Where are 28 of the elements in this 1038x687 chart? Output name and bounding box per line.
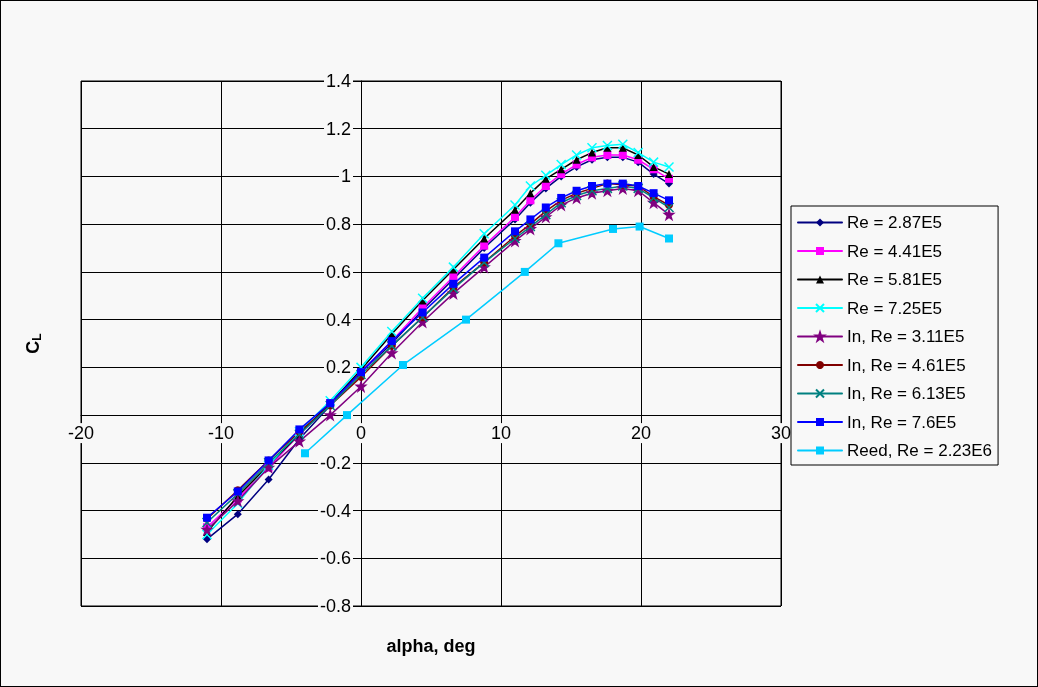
y-axis-title: CL	[23, 333, 44, 354]
y-tick-label: -0.4	[319, 500, 351, 521]
legend-label: Re = 2.87E5	[847, 213, 942, 232]
x-tick-label: 10	[490, 423, 512, 444]
legend-label: Re = 4.41E5	[847, 241, 942, 261]
x-tick-label: 30	[770, 423, 792, 444]
y-tick-label: 0.8	[325, 214, 351, 235]
legend-label: Re = 5.81E5	[847, 270, 942, 289]
y-tick-label: 0.2	[325, 357, 351, 378]
y-tick-label: 0.4	[325, 309, 351, 330]
x-tick-label: -10	[207, 423, 235, 444]
x-tick-label: 20	[630, 423, 652, 444]
x-tick-label: 0	[355, 423, 367, 444]
x-axis-title: alpha, deg	[386, 636, 476, 657]
y-tick-label: 1.4	[325, 71, 351, 91]
y-tick-label: -0.6	[319, 548, 351, 569]
y-tick-label: -0.2	[319, 452, 351, 473]
x-tick-label: -20	[67, 423, 95, 444]
legend-label: In, Re = 4.61E5	[847, 355, 966, 375]
legend-label: In, Re = 7.6E5	[847, 412, 957, 432]
legend-label: Reed, Re = 2.23E6	[847, 441, 993, 460]
y-tick-label: -0.8	[319, 596, 351, 616]
y-tick-label: 1.2	[325, 118, 351, 139]
y-tick-label: 1	[340, 166, 351, 187]
legend-label: Re = 7.25E5	[847, 298, 942, 318]
legend-label: In, Re = 6.13E5	[847, 384, 966, 403]
legend-label: In, Re = 3.11E5	[847, 327, 965, 346]
y-tick-label: 0.6	[325, 261, 351, 282]
